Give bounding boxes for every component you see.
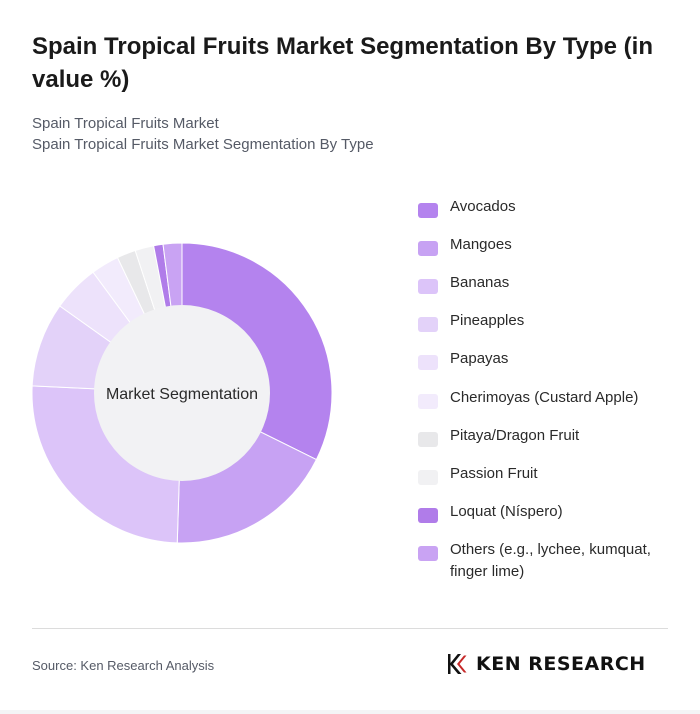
legend-item: Others (e.g., lychee, kumquat, finger li… [418, 539, 678, 583]
source-note: Source: Ken Research Analysis [32, 658, 215, 673]
chart-title: Spain Tropical Fruits Market Segmentatio… [32, 33, 653, 93]
legend-swatch [418, 317, 438, 332]
legend-item: Mangoes [418, 234, 678, 256]
donut-chart: Market Segmentation [31, 242, 333, 544]
legend-label: Cherimoyas (Custard Apple) [450, 389, 639, 406]
legend-item: Pineapples [418, 310, 678, 332]
legend-label: Others (e.g., lychee, kumquat, finger li… [450, 541, 651, 580]
legend-label: Pitaya/Dragon Fruit [450, 427, 580, 444]
legend-label: Avocados [450, 198, 516, 215]
chart-subtitle: Spain Tropical Fruits Market Spain Tropi… [32, 113, 652, 155]
legend-item: Papayas [418, 348, 678, 370]
legend-label: Loquat (Níspero) [450, 503, 563, 520]
legend-swatch [418, 508, 438, 523]
legend-swatch [418, 432, 438, 447]
legend-label: Bananas [450, 274, 510, 291]
legend-item: Pitaya/Dragon Fruit [418, 425, 678, 447]
logo-wordmark: KEN RESEARCH [476, 653, 646, 675]
legend-label: Mangoes [450, 236, 512, 253]
chart-legend: Avocados Mangoes Bananas Pineapples Papayas C… [418, 196, 678, 583]
legend-swatch [418, 279, 438, 294]
legend-swatch [418, 203, 438, 218]
legend-swatch [418, 394, 438, 409]
subtitle-line-segmentation: Spain Tropical Fruits Market Segmentatio… [32, 136, 374, 153]
donut-center-label: Market Segmentation [106, 386, 258, 403]
ken-research-logo: KEN RESEARCH [446, 652, 646, 676]
legend-label: Passion Fruit [450, 465, 538, 482]
legend-swatch [418, 355, 438, 370]
legend-label: Papayas [450, 350, 509, 367]
ken-research-k-logo-icon [448, 654, 467, 674]
subtitle-line-market: Spain Tropical Fruits Market [32, 115, 219, 132]
donut-hole [94, 305, 270, 481]
legend-item: Loquat (Níspero) [418, 501, 678, 523]
legend-label: Pineapples [450, 312, 525, 329]
legend-item: Avocados [418, 196, 678, 218]
legend-swatch [418, 470, 438, 485]
legend-item: Cherimoyas (Custard Apple) [418, 387, 678, 409]
legend-item: Bananas [418, 272, 678, 294]
legend-swatch [418, 241, 438, 256]
legend-item: Passion Fruit [418, 463, 678, 485]
footer-divider [32, 628, 668, 629]
legend-swatch [418, 546, 438, 561]
